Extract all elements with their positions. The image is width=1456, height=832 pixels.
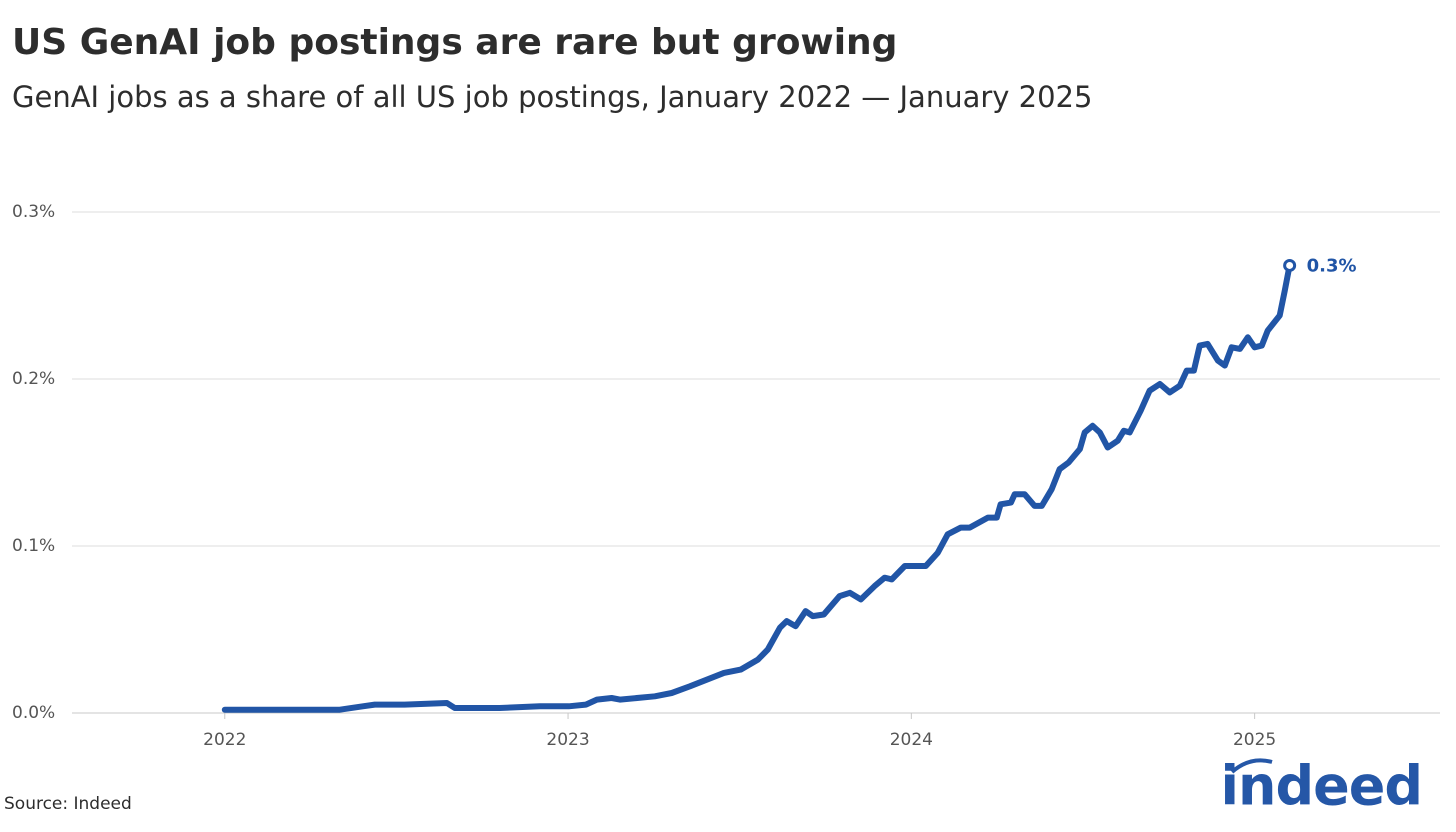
end-point [1283, 258, 1297, 272]
logo: indeed [1220, 755, 1422, 818]
y-tick-label: 0.2% [12, 369, 55, 389]
x-tick-label: 2022 [203, 730, 246, 750]
x-tick-label: 2023 [546, 730, 589, 750]
y-tick-label: 0.3% [12, 202, 55, 222]
chart-title: US GenAI job postings are rare but growi… [12, 22, 897, 63]
y-tick-label: 0.1% [12, 536, 55, 556]
logo-arc [1230, 758, 1273, 774]
x-tick-label: 2024 [890, 730, 933, 750]
chart-subtitle: GenAI jobs as a share of all US job post… [12, 80, 1092, 114]
end-label: 0.3% [1307, 255, 1357, 276]
x-tick-label: 2025 [1233, 730, 1276, 750]
y-tick-label: 0.0% [12, 703, 55, 723]
source: Source: Indeed [4, 794, 132, 814]
line-series [221, 262, 1293, 713]
